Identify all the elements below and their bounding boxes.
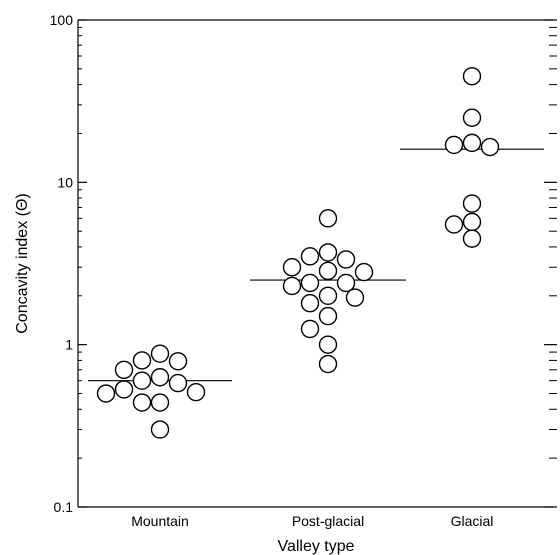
data-point — [336, 250, 356, 269]
data-point — [168, 352, 188, 371]
data-point — [318, 261, 338, 281]
y-tick-label: 10 — [57, 174, 73, 190]
data-point — [300, 319, 320, 339]
data-point — [318, 209, 338, 228]
data-point — [480, 137, 500, 157]
data-point — [282, 258, 302, 277]
data-point — [132, 351, 152, 370]
data-point — [318, 354, 338, 374]
data-point — [444, 215, 464, 234]
data-point — [150, 420, 170, 439]
data-point — [282, 276, 302, 296]
y-tick-label: 1 — [65, 337, 73, 353]
data-point — [114, 360, 134, 380]
y-tick-label: 100 — [50, 12, 74, 28]
x-axis-label: Valley type — [277, 538, 354, 555]
y-tick-label: 0.1 — [54, 499, 74, 515]
data-point — [318, 243, 338, 262]
data-point — [300, 247, 320, 266]
data-point — [132, 393, 152, 412]
data-point — [336, 273, 356, 293]
data-point — [132, 371, 152, 390]
y-axis-label: Concavity index (Θ) — [14, 193, 31, 334]
data-point — [462, 67, 482, 86]
data-points — [96, 67, 500, 439]
data-point — [444, 135, 464, 155]
data-point — [96, 384, 116, 403]
x-axis: Mountain Post-glacial Glacial — [131, 513, 493, 529]
data-point — [300, 294, 320, 313]
x-tick-label: Glacial — [451, 513, 494, 529]
data-point — [345, 288, 365, 307]
data-point — [354, 262, 374, 282]
data-point — [168, 373, 188, 393]
data-point — [462, 229, 482, 248]
x-tick-label: Mountain — [131, 513, 189, 529]
data-point — [462, 133, 482, 153]
data-point — [150, 368, 170, 387]
data-point — [300, 273, 320, 293]
data-point — [318, 306, 338, 326]
data-point — [150, 344, 170, 363]
data-point — [462, 212, 482, 232]
plot-frame — [77, 19, 553, 508]
data-point — [318, 286, 338, 305]
data-point — [114, 380, 134, 399]
data-point — [318, 335, 338, 354]
y-axis: 0.1 1 10 100 — [50, 12, 557, 515]
data-point — [462, 108, 482, 127]
data-point — [150, 393, 170, 412]
data-point — [462, 194, 482, 213]
x-tick-label: Post-glacial — [292, 513, 364, 529]
data-point — [186, 382, 206, 402]
